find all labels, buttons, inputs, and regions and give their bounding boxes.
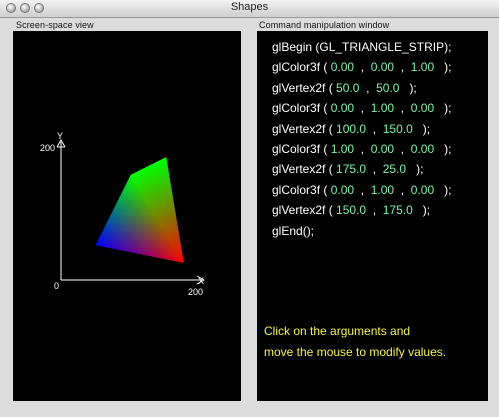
close-paren: ); (406, 162, 424, 177)
argument-value[interactable]: 0.00 (330, 182, 355, 197)
arg-separator: , (366, 203, 383, 218)
arg-separator: , (366, 162, 383, 177)
origin-label: 0 (54, 281, 60, 291)
y-max-label: 200 (40, 143, 56, 153)
argument-value[interactable]: 25.0 (382, 162, 407, 177)
argument-value[interactable]: 1.00 (410, 60, 435, 75)
argument-value[interactable]: 175.0 (382, 203, 413, 218)
code-line: glVertex2f ( 175.0 , 25.0 ); (272, 161, 423, 177)
open-paren: ( (325, 203, 337, 218)
argument-value[interactable]: 175.0 (336, 162, 367, 177)
gl-function-name: glVertex2f (272, 121, 326, 136)
open-paren: ( (320, 142, 331, 156)
argument-value[interactable]: 0.00 (330, 101, 355, 116)
gl-function-name: glColor3f (272, 60, 321, 75)
close-button[interactable] (6, 3, 16, 13)
arg-separator: , (394, 60, 411, 75)
command-manipulation-window[interactable]: glBegin (GL_TRIANGLE_STRIP); glColor3f ( … (257, 31, 488, 401)
screen-canvas (56, 138, 206, 285)
open-paren: ( (320, 182, 331, 197)
arg-separator: , (354, 101, 371, 116)
gl-function-name: glColor3f (272, 142, 321, 156)
argument-value[interactable]: 0.00 (410, 142, 435, 156)
close-paren: ); (399, 80, 417, 95)
code-line: glVertex2f ( 150.0 , 175.0 ); (272, 202, 430, 218)
gl-function-name: glVertex2f (272, 203, 326, 218)
x-axis-arrow (196, 275, 206, 285)
close-paren: ); (434, 60, 452, 75)
arg-separator: , (394, 142, 411, 156)
arg-separator: , (366, 121, 383, 136)
screen-space-view[interactable]: 200 Y 0 200 X (13, 31, 241, 401)
argument-value[interactable]: 0.00 (370, 60, 395, 75)
code-line: glColor3f ( 1.00 , 0.00 , 0.00 ); (272, 141, 451, 157)
minimize-button[interactable] (20, 3, 30, 13)
close-paren: ); (434, 101, 452, 116)
window-title: Shapes (230, 1, 269, 13)
open-paren: ( (320, 101, 331, 116)
gl-end-statement: glEnd(); (272, 223, 315, 238)
argument-value[interactable]: 0.00 (410, 182, 435, 197)
arg-separator: , (354, 142, 371, 156)
close-paren: ); (434, 142, 452, 156)
code-line: glColor3f ( 0.00 , 1.00 , 0.00 ); (272, 182, 451, 198)
argument-value[interactable]: 50.0 (336, 80, 360, 95)
argument-value[interactable]: 150.0 (336, 203, 367, 218)
y-axis-arrow (56, 138, 66, 148)
argument-value[interactable]: 0.00 (330, 60, 355, 75)
argument-value[interactable]: 150.0 (382, 121, 413, 136)
gl-function-name: glColor3f (272, 101, 321, 116)
title-bar: Shapes (0, 0, 499, 18)
hint-line-1: Click on the arguments and (264, 324, 411, 338)
open-paren: ( (325, 80, 337, 95)
triangle-strip (95, 157, 185, 263)
gl-function-name: glVertex2f (272, 80, 326, 95)
gl-begin-statement: glBegin (GL_TRIANGLE_STRIP); (272, 40, 452, 54)
arg-separator: , (354, 182, 371, 197)
argument-value[interactable]: 0.00 (410, 101, 435, 116)
gl-function-name: glColor3f (272, 182, 321, 197)
open-paren: ( (325, 121, 337, 136)
close-paren: ); (412, 203, 431, 218)
open-paren: ( (325, 162, 337, 177)
code-line: glEnd(); (272, 223, 314, 239)
code-line: glBegin (GL_TRIANGLE_STRIP); (272, 39, 451, 55)
y-axis-name: Y (57, 131, 64, 141)
argument-value[interactable]: 1.00 (370, 101, 395, 116)
gl-function-name: glVertex2f (272, 162, 326, 177)
argument-value[interactable]: 50.0 (376, 80, 400, 95)
close-paren: ); (434, 182, 452, 197)
x-max-label: 200 (188, 287, 204, 297)
screen-view-label: Screen-space view (16, 20, 94, 30)
argument-value[interactable]: 1.00 (370, 182, 395, 197)
arg-separator: , (359, 80, 377, 95)
zoom-button[interactable] (34, 3, 44, 13)
argument-value[interactable]: 0.00 (370, 142, 395, 156)
argument-value[interactable]: 100.0 (336, 121, 367, 136)
code-line: glColor3f ( 0.00 , 1.00 , 0.00 ); (272, 100, 451, 116)
arg-separator: , (354, 60, 371, 75)
arg-separator: , (394, 182, 411, 197)
hint-line-2: move the mouse to modify values. (264, 345, 447, 359)
open-paren: ( (320, 60, 331, 75)
command-window-label: Command manipulation window (259, 20, 390, 30)
code-line: glVertex2f ( 100.0 , 150.0 ); (272, 121, 430, 137)
code-line: glColor3f ( 0.00 , 0.00 , 1.00 ); (272, 59, 451, 75)
x-axis-name: X (198, 276, 205, 286)
close-paren: ); (412, 121, 431, 136)
argument-value[interactable]: 1.00 (330, 142, 355, 156)
code-line: glVertex2f ( 50.0 , 50.0 ); (272, 80, 417, 96)
arg-separator: , (394, 101, 411, 116)
